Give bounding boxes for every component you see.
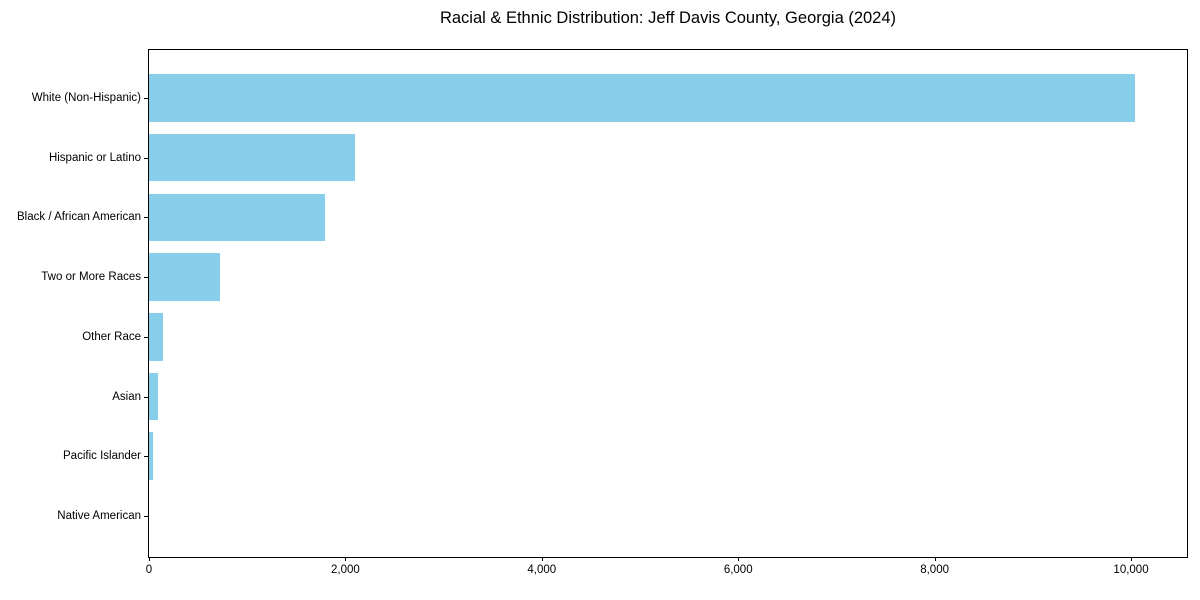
y-tick-mark [144,217,149,219]
x-tick-label: 6,000 [723,564,753,576]
x-tick-label: 4,000 [527,564,557,576]
x-tick-label: 0 [145,564,153,576]
y-tick-label: White (Non-Hispanic) [31,92,141,104]
bar [149,74,1135,122]
bar [149,253,220,301]
chart-title: Racial & Ethnic Distribution: Jeff Davis… [439,9,897,27]
bar [149,133,356,182]
x-tick-label: 10,000 [1113,564,1149,576]
y-tick-mark [144,396,149,398]
y-tick-label: Black / African American [17,211,141,224]
bar [149,313,164,361]
x-tick-label: 8,000 [920,564,949,576]
y-tick-label: Pacific Islander [63,450,141,463]
bar [149,372,158,421]
y-tick-label: Native American [57,509,141,522]
plot-area: White (Non-Hispanic) Hispanic or Latino Bl… [17,49,1188,576]
x-tick-mark [345,557,347,561]
x-tick-mark [738,557,740,561]
y-tick-mark [144,456,149,458]
y-tick-mark [144,277,149,279]
x-tick-mark [149,557,150,561]
bar [149,432,153,480]
y-tick-label: Asian [112,390,141,403]
x-tick-mark [1131,557,1133,561]
y-tick-mark [144,336,149,338]
y-tick-label: Two or More Races [41,271,141,284]
bar [149,193,325,242]
x-tick-mark [934,557,936,561]
y-tick-mark [144,157,149,159]
y-tick-label: Other Race [82,330,141,343]
y-tick-label: Hispanic or Latino [48,151,141,164]
y-tick-mark [144,98,149,99]
x-tick-mark [541,557,543,561]
y-tick-mark [144,515,149,517]
x-tick-label: 2,000 [331,564,360,576]
